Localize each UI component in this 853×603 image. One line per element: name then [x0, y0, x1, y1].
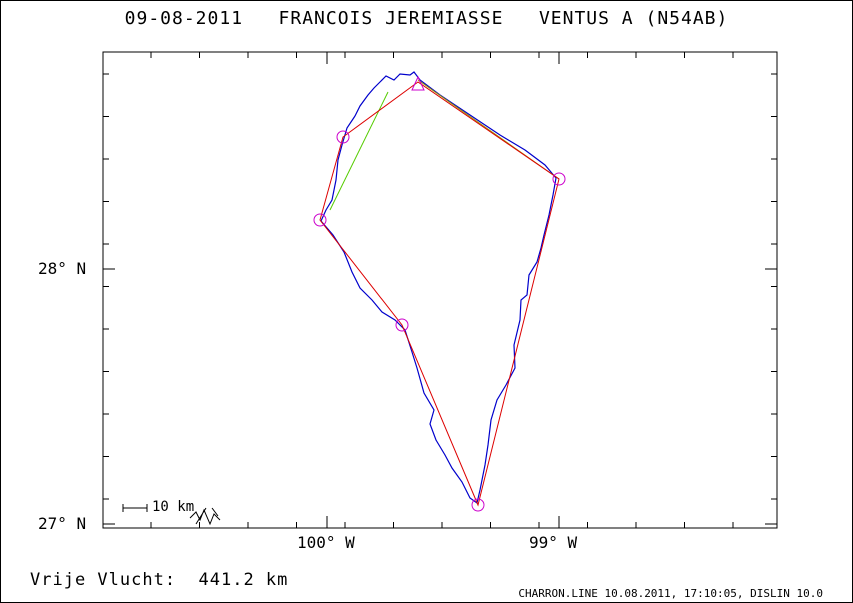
turnpoint-marker	[336, 130, 350, 144]
lon-label-100w: 100° W	[297, 533, 355, 552]
logo-icon	[189, 507, 221, 526]
free-flight-distance: Vrije Vlucht: 441.2 km	[30, 570, 289, 590]
lat-label-28: 28° N	[38, 259, 87, 278]
lon-label-99w: 99° W	[529, 533, 578, 552]
scale-bar	[122, 504, 148, 512]
credit-line: CHARRON.LINE 10.08.2011, 17:10:05, DISLI…	[518, 587, 823, 600]
turnpoints	[313, 75, 566, 512]
axis-ticks	[103, 52, 777, 528]
lat-label-27: 27° N	[38, 514, 87, 533]
turnpoint-marker	[552, 172, 566, 186]
flight-title: 09-08-2011 FRANCOIS JEREMIASSE VENTUS A …	[124, 8, 729, 29]
start-triangle-icon	[411, 75, 425, 91]
task-legs	[319, 81, 560, 507]
plot-border	[102, 51, 778, 529]
gps-track	[320, 71, 557, 505]
turnpoint-marker	[471, 498, 485, 512]
scale-bar-label: 10 km	[152, 499, 195, 515]
turnpoint-marker	[395, 318, 409, 332]
turnpoint-marker	[313, 213, 327, 227]
